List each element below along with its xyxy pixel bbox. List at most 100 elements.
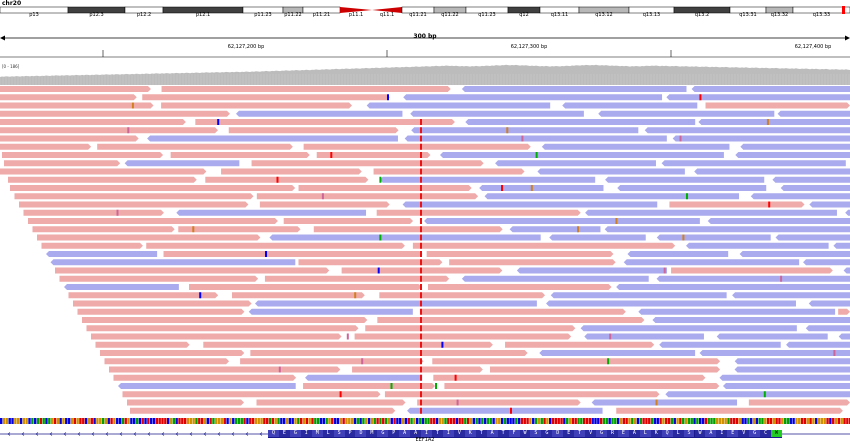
- reverse-read[interactable]: [479, 185, 604, 191]
- reverse-read[interactable]: [605, 176, 765, 183]
- forward-read[interactable]: [449, 259, 616, 266]
- gene-name-label[interactable]: EEF1A2: [415, 437, 435, 443]
- reverse-read[interactable]: [843, 267, 850, 274]
- reverse-read[interactable]: [716, 333, 828, 340]
- reverse-read[interactable]: [591, 399, 738, 406]
- reverse-read[interactable]: [537, 168, 685, 175]
- forward-read[interactable]: [104, 358, 230, 365]
- forward-read[interactable]: [189, 284, 422, 290]
- reverse-read[interactable]: [580, 325, 797, 332]
- forward-read[interactable]: [256, 399, 406, 406]
- alignment-reads-panel[interactable]: [0, 85, 850, 415]
- forward-read[interactable]: [748, 399, 850, 406]
- forward-read[interactable]: [373, 168, 525, 175]
- forward-read[interactable]: [109, 366, 341, 373]
- reverse-read[interactable]: [775, 234, 850, 241]
- reverse-read[interactable]: [550, 292, 727, 299]
- reverse-read[interactable]: [402, 201, 658, 208]
- forward-read[interactable]: [231, 292, 365, 299]
- reverse-read[interactable]: [803, 259, 850, 266]
- forward-read[interactable]: [203, 341, 493, 348]
- forward-read[interactable]: [113, 374, 297, 381]
- reverse-read[interactable]: [562, 102, 698, 109]
- forward-read[interactable]: [68, 292, 219, 299]
- reverse-read[interactable]: [734, 366, 850, 373]
- reverse-read[interactable]: [461, 275, 649, 282]
- reverse-read[interactable]: [772, 176, 850, 183]
- forward-read[interactable]: [377, 317, 645, 323]
- reverse-read[interactable]: [584, 333, 704, 340]
- forward-read[interactable]: [127, 399, 244, 406]
- reverse-read[interactable]: [147, 135, 398, 142]
- forward-read[interactable]: [86, 325, 359, 332]
- reverse-read[interactable]: [740, 143, 850, 150]
- forward-read[interactable]: [14, 193, 254, 200]
- reverse-read[interactable]: [404, 135, 667, 142]
- reverse-read[interactable]: [539, 350, 696, 356]
- reverse-read[interactable]: [64, 284, 179, 290]
- reverse-read[interactable]: [838, 333, 850, 340]
- forward-read[interactable]: [490, 366, 721, 373]
- forward-read[interactable]: [669, 201, 805, 208]
- reverse-read[interactable]: [750, 193, 850, 200]
- reverse-read[interactable]: [235, 110, 403, 117]
- forward-read[interactable]: [100, 350, 245, 356]
- reverse-read[interactable]: [410, 110, 584, 117]
- forward-read[interactable]: [122, 391, 381, 398]
- reverse-read[interactable]: [652, 317, 850, 323]
- coverage-track[interactable]: [0, 60, 850, 85]
- forward-read[interactable]: [259, 201, 390, 208]
- forward-read[interactable]: [228, 127, 399, 134]
- forward-read[interactable]: [0, 168, 207, 175]
- forward-read[interactable]: [384, 391, 660, 398]
- reverse-read[interactable]: [598, 110, 775, 117]
- reverse-read[interactable]: [656, 234, 771, 241]
- forward-read[interactable]: [23, 209, 164, 216]
- reverse-read[interactable]: [661, 160, 846, 167]
- forward-read[interactable]: [97, 143, 293, 150]
- forward-read[interactable]: [82, 317, 368, 323]
- reverse-read[interactable]: [698, 119, 850, 125]
- reverse-read[interactable]: [707, 218, 850, 224]
- forward-read[interactable]: [421, 308, 626, 315]
- forward-read[interactable]: [163, 251, 423, 257]
- forward-read[interactable]: [8, 176, 197, 183]
- forward-read[interactable]: [2, 152, 164, 158]
- reverse-read[interactable]: [735, 152, 850, 158]
- forward-read[interactable]: [32, 226, 175, 233]
- forward-read[interactable]: [91, 333, 342, 340]
- forward-read[interactable]: [303, 143, 531, 150]
- reverse-read[interactable]: [124, 160, 240, 167]
- reverse-read[interactable]: [623, 259, 800, 266]
- forward-read[interactable]: [0, 135, 139, 142]
- forward-read[interactable]: [426, 251, 614, 257]
- reverse-read[interactable]: [305, 374, 423, 381]
- reverse-read[interactable]: [723, 383, 850, 389]
- forward-read[interactable]: [412, 242, 676, 249]
- forward-read[interactable]: [59, 275, 259, 282]
- forward-read[interactable]: [0, 86, 151, 92]
- ideogram-band[interactable]: [792, 6, 850, 14]
- reverse-read[interactable]: [686, 242, 829, 249]
- reverse-read[interactable]: [254, 300, 537, 307]
- forward-read[interactable]: [73, 300, 252, 307]
- forward-read[interactable]: [428, 284, 612, 290]
- forward-read[interactable]: [0, 110, 230, 117]
- reverse-read[interactable]: [656, 275, 850, 282]
- centromere-band[interactable]: [340, 7, 372, 13]
- chromosome-label[interactable]: chr20: [2, 0, 22, 7]
- forward-read[interactable]: [0, 143, 92, 150]
- forward-read[interactable]: [77, 308, 245, 315]
- reverse-read[interactable]: [50, 259, 296, 266]
- reverse-read[interactable]: [833, 242, 850, 249]
- forward-read[interactable]: [505, 341, 655, 348]
- forward-read[interactable]: [298, 185, 472, 191]
- chromosome-ideogram[interactable]: [0, 6, 850, 14]
- forward-read[interactable]: [616, 407, 843, 414]
- reverse-read[interactable]: [691, 86, 850, 92]
- reverse-read[interactable]: [541, 143, 730, 150]
- reverse-read[interactable]: [694, 168, 850, 175]
- forward-read[interactable]: [303, 383, 436, 389]
- forward-read[interactable]: [205, 176, 369, 183]
- forward-read[interactable]: [354, 333, 572, 340]
